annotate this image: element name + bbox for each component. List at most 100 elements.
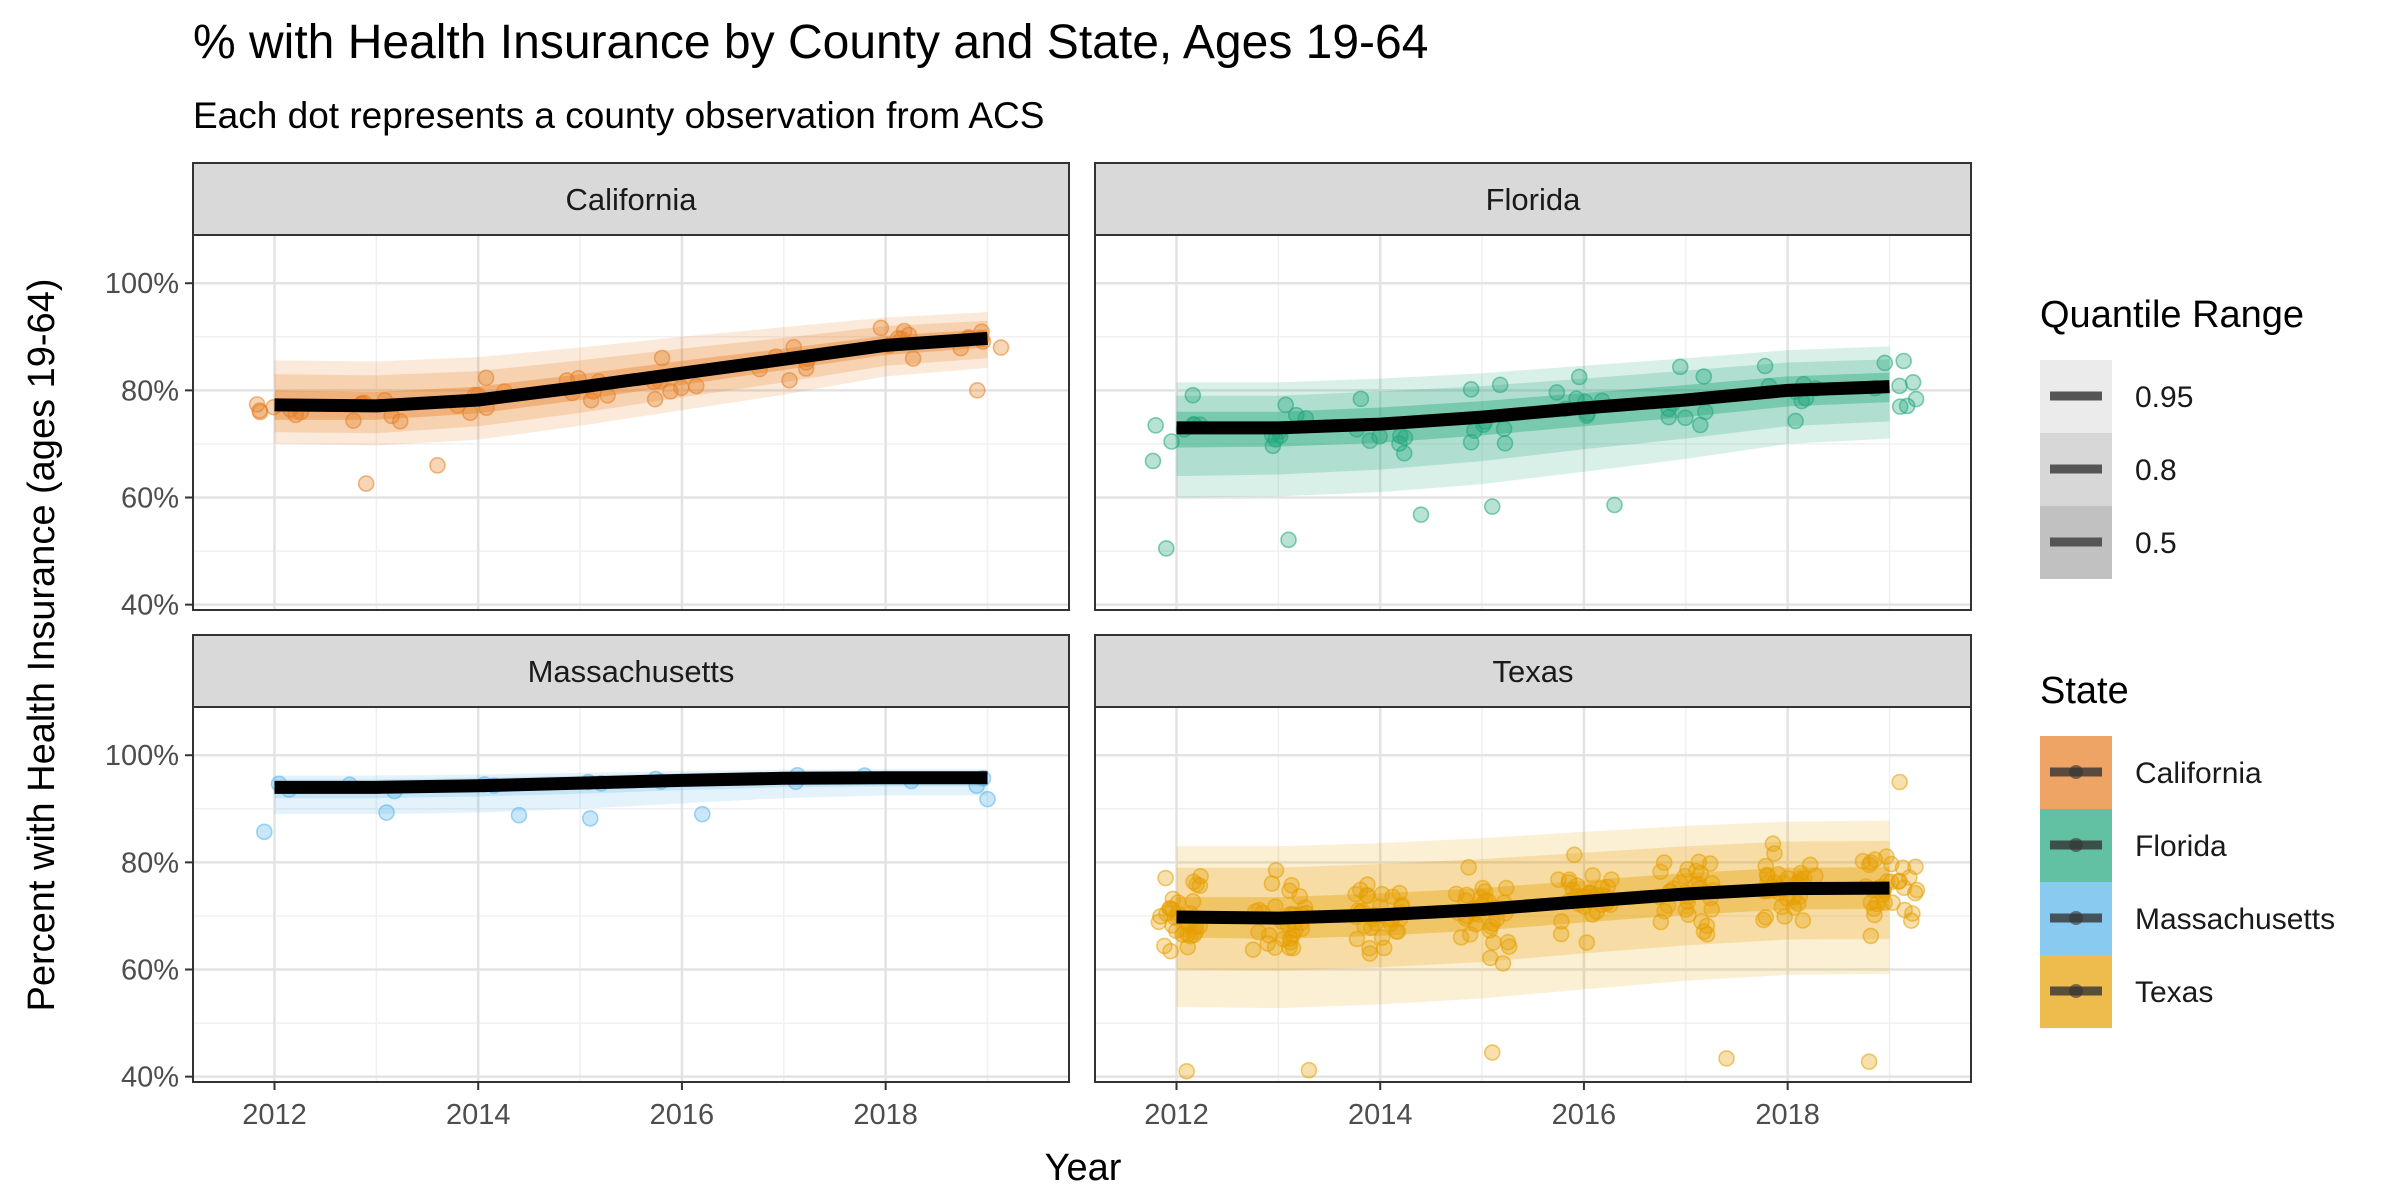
county-point bbox=[992, 339, 1010, 356]
county-point bbox=[1860, 1053, 1878, 1070]
county-point bbox=[1759, 867, 1777, 885]
county-point bbox=[1677, 409, 1694, 427]
county-point bbox=[1483, 1044, 1501, 1061]
county-point bbox=[1787, 412, 1804, 430]
county-point bbox=[1158, 905, 1175, 922]
county-point bbox=[1606, 496, 1623, 514]
x-axis-title: Year bbox=[1045, 1147, 1122, 1189]
county-point bbox=[1359, 876, 1376, 893]
x-tick-label: 2018 bbox=[853, 1099, 918, 1131]
y-tick-label: 40% bbox=[121, 1062, 179, 1094]
panel-border bbox=[1094, 706, 1972, 1083]
county-point bbox=[1655, 854, 1673, 871]
strip-label: Massachusetts bbox=[528, 654, 735, 689]
county-point bbox=[1660, 408, 1678, 426]
county-point bbox=[1718, 1050, 1735, 1067]
county-point bbox=[1462, 381, 1480, 398]
county-point bbox=[1178, 1062, 1195, 1080]
county-point bbox=[1244, 941, 1262, 958]
county-point bbox=[1277, 396, 1295, 414]
county-point bbox=[1387, 923, 1405, 940]
county-point bbox=[1553, 913, 1570, 930]
county-point bbox=[1460, 859, 1478, 876]
county-point bbox=[694, 805, 711, 823]
county-point bbox=[1570, 368, 1588, 386]
median-line bbox=[274, 331, 988, 413]
county-point bbox=[1396, 429, 1414, 446]
x-tick-label: 2016 bbox=[650, 1099, 715, 1131]
county-point bbox=[1756, 357, 1774, 375]
county-point bbox=[461, 404, 479, 422]
state-legend-title: State bbox=[2040, 670, 2129, 712]
y-tick-label: 40% bbox=[121, 590, 179, 622]
county-point bbox=[1785, 899, 1803, 916]
county-point bbox=[662, 383, 679, 400]
county-point bbox=[1158, 540, 1175, 557]
county-point bbox=[1496, 435, 1514, 452]
county-point bbox=[1693, 913, 1710, 930]
y-axis: 40% 60% 80% 100% bbox=[105, 740, 193, 1094]
county-point bbox=[1854, 852, 1872, 870]
county-point bbox=[1156, 937, 1173, 955]
x-tick-label: 2012 bbox=[1144, 1099, 1209, 1131]
county-point bbox=[1191, 877, 1209, 895]
strip-background bbox=[192, 634, 1070, 708]
county-point bbox=[1652, 863, 1669, 881]
median-line bbox=[1176, 881, 1890, 925]
county-point bbox=[477, 369, 495, 387]
panel-border bbox=[192, 706, 1070, 1083]
panel-florida: Florida bbox=[1094, 162, 1972, 611]
county-point bbox=[979, 790, 996, 808]
quantile-legend-label: 0.5 bbox=[2135, 527, 2177, 560]
county-point bbox=[1907, 858, 1924, 876]
county-point bbox=[1481, 949, 1499, 967]
county-point bbox=[1348, 930, 1366, 948]
strip-label: California bbox=[566, 182, 698, 217]
county-point bbox=[1757, 857, 1775, 875]
y-axis: 40% 60% 80% 100% bbox=[105, 268, 193, 622]
county-point bbox=[1566, 846, 1583, 864]
state-legend-label: California bbox=[2135, 757, 2262, 790]
county-point bbox=[1671, 358, 1689, 376]
y-axis-title: Percent with Health Insurance (ages 19-6… bbox=[21, 279, 63, 1012]
y-tick-label: 60% bbox=[121, 483, 179, 515]
county-point bbox=[429, 457, 446, 474]
county-point bbox=[1474, 879, 1492, 897]
county-point bbox=[378, 804, 395, 821]
state-legend-point bbox=[2069, 984, 2083, 998]
county-point bbox=[1144, 452, 1162, 470]
county-point bbox=[1578, 934, 1596, 951]
county-point bbox=[1862, 927, 1880, 945]
strip-background bbox=[192, 162, 1070, 236]
x-tick-label: 2014 bbox=[446, 1099, 511, 1131]
county-point bbox=[1147, 417, 1164, 434]
county-point bbox=[1263, 875, 1281, 892]
county-point bbox=[1891, 377, 1908, 395]
state-legend-label: Texas bbox=[2135, 976, 2213, 1009]
quantile-legend-title: Quantile Range bbox=[2040, 294, 2304, 336]
county-point bbox=[1281, 882, 1298, 900]
quantile-legend-label: 0.95 bbox=[2135, 381, 2193, 414]
county-point bbox=[646, 390, 664, 408]
panel-background bbox=[193, 707, 1069, 1082]
county-point bbox=[1300, 1061, 1318, 1079]
x-tick-label: 2012 bbox=[242, 1099, 307, 1131]
county-point bbox=[1157, 869, 1174, 887]
county-point bbox=[1755, 911, 1772, 929]
county-point bbox=[248, 396, 266, 413]
county-point bbox=[1764, 835, 1782, 853]
county-point bbox=[904, 350, 922, 367]
x-axis: 2012 2014 2016 2018 bbox=[1144, 1082, 1820, 1131]
county-point bbox=[1866, 906, 1883, 924]
y-tick-label: 100% bbox=[105, 268, 179, 300]
county-point bbox=[1695, 368, 1713, 385]
state-legend-point bbox=[2069, 765, 2083, 779]
county-point bbox=[1677, 901, 1695, 918]
county-point bbox=[1491, 376, 1509, 394]
panel-texas: Texas 2012 2014 2016 2018 bbox=[1094, 634, 1972, 1131]
county-point bbox=[1599, 878, 1617, 896]
county-point bbox=[1452, 929, 1470, 946]
county-point bbox=[1878, 848, 1895, 865]
county-point bbox=[1697, 403, 1714, 421]
county-point bbox=[1904, 374, 1922, 391]
